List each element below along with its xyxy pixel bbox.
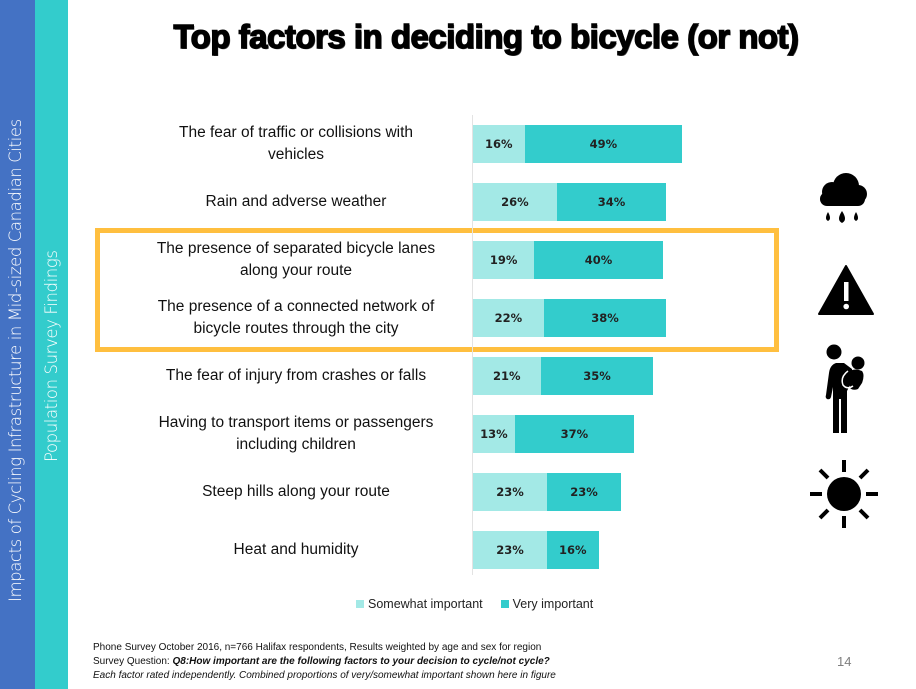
category-label: The presence of separated bicycle lanes a… — [136, 238, 456, 282]
bar-data-label: 13% — [480, 427, 508, 441]
bar-somewhat-important: 23% — [473, 473, 548, 511]
bar-data-label: 21% — [493, 369, 521, 383]
section-title: Population Survey Findings — [42, 250, 61, 462]
highlight-box — [95, 228, 779, 352]
category-label: The fear of traffic or collisions with ve… — [136, 122, 456, 166]
warning-triangle-icon — [818, 265, 874, 315]
bar-somewhat-important: 23% — [473, 531, 548, 569]
category-label: The fear of injury from crashes or falls — [136, 365, 456, 387]
sidebar-outer-strip: Impacts of Cycling Infrastructure in Mid… — [0, 0, 35, 689]
report-title: Impacts of Cycling Infrastructure in Mid… — [6, 119, 25, 602]
bar-very-important: 35% — [540, 357, 654, 395]
legend-swatch-very — [500, 600, 509, 608]
bar-data-label: 35% — [583, 369, 611, 383]
parent-carrying-child-icon — [825, 344, 865, 433]
bar-data-label: 23% — [496, 485, 524, 499]
bar-very-important: 40% — [534, 241, 663, 279]
bar-data-label: 19% — [489, 253, 518, 267]
category-label-line: The fear of traffic or collisions with — [178, 124, 414, 141]
page-number: 14 — [837, 654, 852, 669]
sidebar-inner-strip: Population Survey Findings — [35, 0, 68, 689]
footnote-question-prefix: Survey Question: — [93, 656, 173, 667]
rain-cloud-icon — [820, 173, 867, 223]
bar-very-important: 49% — [524, 125, 683, 163]
bar-somewhat-important: 13% — [473, 415, 515, 453]
category-label-line: The presence of separated bicycle lanes — [156, 240, 436, 257]
bar-very-important: 23% — [547, 473, 622, 511]
footnote-question-text: Q8:How important are the following facto… — [172, 656, 550, 667]
category-label-line: vehicles — [268, 146, 324, 163]
category-label: The presence of a connected network of bi… — [136, 296, 456, 340]
bar-somewhat-important: 22% — [473, 299, 544, 337]
category-label-line: along your route — [239, 262, 353, 279]
bar-data-label: 23% — [496, 543, 524, 557]
bar-somewhat-important: 16% — [473, 125, 525, 163]
category-label-line: Steep hills along your route — [202, 483, 390, 500]
category-label: Heat and humidity — [136, 539, 456, 561]
bar-data-label: 26% — [501, 195, 529, 209]
category-label-line: bicycle routes through the city — [193, 320, 399, 337]
category-label-line: Having to transport items or passengers — [158, 414, 434, 431]
footnote-source: Phone Survey October 2016, n=766 Halifax… — [93, 642, 542, 653]
category-label-line: The presence of a connected network of — [157, 298, 435, 315]
legend-item-somewhat: Somewhat important — [356, 597, 483, 611]
category-label-line: The fear of injury from crashes or falls — [165, 367, 427, 384]
bar-very-important: 38% — [543, 299, 667, 337]
bar-data-label: 23% — [570, 485, 598, 499]
bar-somewhat-important: 19% — [473, 241, 535, 279]
legend-item-very: Very important — [500, 597, 594, 611]
sun-icon — [810, 460, 878, 528]
bar-data-label: 40% — [584, 253, 613, 267]
category-label: Rain and adverse weather — [136, 191, 456, 213]
category-label: Having to transport items or passengers i… — [136, 412, 456, 456]
footnote-question: Survey Question: Q8:How important are th… — [93, 655, 556, 669]
legend-swatch-somewhat — [356, 600, 364, 608]
category-label: Steep hills along your route — [136, 481, 456, 503]
bar-data-label: 22% — [494, 311, 523, 325]
footnote-note: Each factor rated independently. Combine… — [93, 670, 556, 681]
category-label-line: Rain and adverse weather — [205, 193, 387, 210]
slide-title: Top factors in deciding to bicycle (or n… — [173, 17, 800, 55]
bar-very-important: 16% — [547, 531, 599, 569]
bar-somewhat-important: 26% — [473, 183, 557, 221]
legend-label-somewhat: Somewhat important — [368, 597, 483, 611]
chart-legend: Somewhat important Very important — [356, 597, 593, 611]
bar-data-label: 34% — [597, 195, 626, 209]
bar-somewhat-important: 21% — [473, 357, 541, 395]
bar-data-label: 49% — [589, 137, 618, 151]
bar-data-label: 38% — [591, 311, 619, 325]
bar-data-label: 37% — [560, 427, 589, 441]
category-label-line: including children — [236, 436, 356, 453]
bar-very-important: 34% — [556, 183, 667, 221]
category-label-line: Heat and humidity — [233, 541, 359, 558]
legend-label-very: Very important — [512, 597, 594, 611]
bar-data-label: 16% — [484, 137, 513, 151]
chart-axis-line — [472, 115, 473, 575]
bar-very-important: 37% — [514, 415, 634, 453]
footnote: Phone Survey October 2016, n=766 Halifax… — [93, 641, 556, 683]
bar-data-label: 16% — [559, 543, 587, 557]
